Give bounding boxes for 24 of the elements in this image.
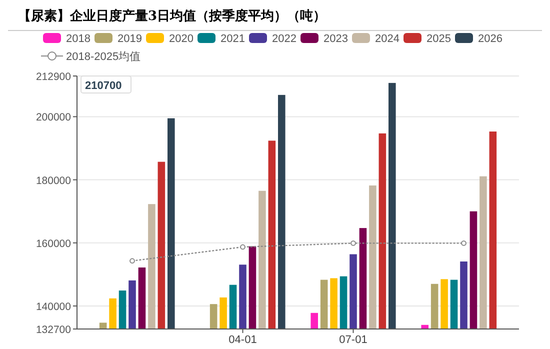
legend-label: 2019	[118, 33, 142, 45]
y-tick-label: 212900	[36, 71, 72, 83]
y-tick-label: 200000	[36, 112, 72, 124]
y-tick-label: 140000	[36, 300, 72, 313]
y-tick-label: 132700	[36, 324, 72, 336]
legend-label: 2024	[375, 33, 400, 45]
point	[240, 244, 246, 250]
x-tick-label: 04-01	[228, 334, 257, 346]
point	[130, 258, 135, 264]
y-tick-label: 160000	[36, 238, 72, 250]
legend-label: 2022	[272, 33, 296, 45]
point	[461, 240, 466, 246]
legend-label: 2025	[426, 33, 451, 45]
legend-label: 2021	[220, 33, 245, 45]
legend-label: 2023	[324, 33, 348, 45]
legend-label: 2020	[169, 33, 194, 45]
legend-label: 2026	[478, 33, 502, 45]
point	[350, 240, 356, 246]
legend-label: 2018	[66, 33, 90, 45]
legend-label: 2018-2025均值	[66, 51, 141, 63]
chart-title: 【尿素】企业日度产量3日均值（按季度平均）（吨）	[18, 8, 326, 24]
annotation: 210700	[85, 80, 122, 92]
x-tick-label: 07-01	[339, 334, 368, 346]
y-tick-label: 180000	[36, 174, 72, 187]
